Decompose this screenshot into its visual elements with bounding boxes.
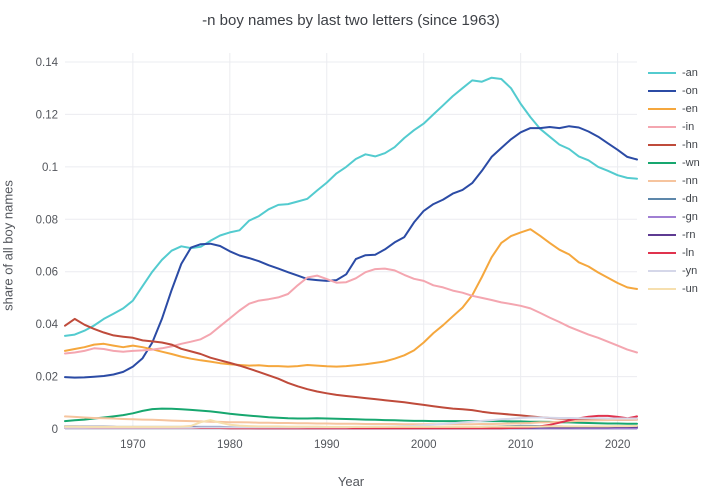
series-line-in[interactable] [64, 267, 638, 355]
legend-swatch-icon [648, 126, 676, 128]
legend-item-rn[interactable]: -rn [648, 226, 720, 244]
y-tick-label: 0.08 [36, 214, 58, 226]
x-tick-label: 1980 [217, 439, 243, 451]
series-line-un[interactable] [64, 419, 638, 428]
y-tick-label: 0.02 [36, 372, 58, 384]
legend-label: -rn [682, 229, 696, 241]
legend-label: -an [682, 67, 698, 79]
legend-swatch-icon [648, 216, 676, 218]
legend-swatch-icon [648, 90, 676, 92]
legend-item-hn[interactable]: -hn [648, 136, 720, 154]
legend: -an -on -en -in -hn -wn -nn -dn -gn -rn -ln -yn -un [648, 64, 720, 298]
legend-item-in[interactable]: -in [648, 118, 720, 136]
legend-swatch-icon [648, 288, 676, 290]
chart-title: -n boy names by last two letters (since … [202, 12, 500, 29]
legend-item-un[interactable]: -un [648, 280, 720, 298]
legend-swatch-icon [648, 144, 676, 146]
legend-item-dn[interactable]: -dn [648, 190, 720, 208]
x-axis-title: Year [337, 474, 365, 489]
series-line-nn[interactable] [64, 415, 638, 426]
legend-item-on[interactable]: -on [648, 82, 720, 100]
series-line-an[interactable] [64, 76, 638, 337]
legend-label: -hn [682, 139, 698, 151]
x-tick-label: 1970 [120, 439, 146, 451]
legend-item-nn[interactable]: -nn [648, 172, 720, 190]
legend-label: -ln [682, 247, 695, 259]
series-line-on[interactable] [64, 125, 638, 379]
y-tick-label: 0.06 [36, 267, 58, 279]
legend-label: -yn [682, 265, 698, 277]
legend-item-ln[interactable]: -ln [648, 244, 720, 262]
legend-swatch-icon [648, 234, 676, 236]
legend-label: -gn [682, 211, 698, 223]
legend-swatch-icon [648, 252, 676, 254]
legend-swatch-icon [648, 270, 676, 272]
legend-label: -nn [682, 175, 698, 187]
legend-label: -un [682, 283, 698, 295]
legend-swatch-icon [648, 162, 676, 164]
legend-label: -on [682, 85, 698, 97]
legend-item-an[interactable]: -an [648, 64, 720, 82]
legend-swatch-icon [648, 108, 676, 110]
y-tick-label: 0.14 [36, 57, 59, 69]
legend-label: -in [682, 121, 695, 133]
x-tick-label: 1990 [314, 439, 340, 451]
series-line-en[interactable] [64, 228, 638, 368]
x-tick-label: 2000 [411, 439, 437, 451]
legend-item-yn[interactable]: -yn [648, 262, 720, 280]
x-tick-label: 2010 [508, 439, 534, 451]
y-tick-label: 0.12 [36, 109, 58, 121]
y-tick-label: 0 [52, 424, 58, 436]
legend-swatch-icon [648, 198, 676, 200]
legend-label: -en [682, 103, 698, 115]
legend-item-en[interactable]: -en [648, 100, 720, 118]
legend-label: -wn [682, 157, 700, 169]
legend-label: -dn [682, 193, 698, 205]
legend-swatch-icon [648, 180, 676, 182]
legend-item-wn[interactable]: -wn [648, 154, 720, 172]
x-tick-label: 2020 [605, 439, 631, 451]
legend-item-gn[interactable]: -gn [648, 208, 720, 226]
legend-swatch-icon [648, 72, 676, 74]
y-tick-label: 0.1 [42, 162, 58, 174]
y-tick-label: 0.04 [36, 319, 59, 331]
series-line-hn[interactable] [64, 317, 638, 421]
